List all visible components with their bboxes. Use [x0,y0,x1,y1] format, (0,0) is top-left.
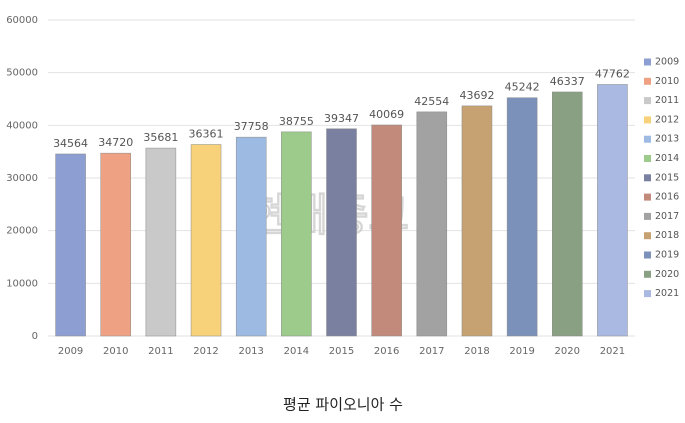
y-tick-label: 40000 [6,120,38,131]
bar [597,84,628,337]
data-label: 40069 [369,108,404,121]
bar [326,128,357,337]
data-label: 43692 [459,89,494,102]
legend-swatch [644,77,651,85]
bar [281,131,312,337]
y-tick-label: 0 [32,331,38,342]
legend-swatch [644,251,651,259]
legend-swatch [644,58,651,66]
legend-swatch [644,135,651,143]
data-label: 37758 [234,120,269,133]
legend-swatch [644,155,651,162]
legend-label: 2018 [655,230,679,241]
data-label: 45242 [505,81,540,94]
x-tick-label: 2013 [238,346,263,357]
bar [100,152,131,337]
legend-swatch [644,97,651,105]
legend-swatch [644,232,651,240]
legend-swatch [644,270,651,278]
legend-label: 2016 [655,192,679,203]
bar [506,97,538,337]
data-label: 34564 [53,137,88,150]
data-label: 46337 [550,75,585,88]
data-label: 38755 [279,115,314,128]
legend-label: 2020 [655,269,679,280]
legend-label: 2013 [655,134,679,145]
bar [145,147,177,337]
bar [235,136,267,337]
data-label: 42554 [414,95,449,108]
bar [55,153,86,337]
data-label: 39347 [324,112,359,125]
bar [552,91,583,337]
x-tick-label: 2017 [419,346,444,357]
bar [416,111,448,337]
x-tick-label: 2019 [509,346,534,357]
legend-label: 2021 [655,288,679,299]
legend-swatch [644,116,651,124]
legend-swatch [644,174,651,182]
chart-title: 평균 파이오니아 수 [283,396,403,414]
bar [461,105,493,337]
legend-label: 2014 [655,153,679,164]
legend-label: 2017 [655,211,679,222]
y-tick-label: 10000 [6,278,38,289]
x-tick-label: 2014 [284,346,309,357]
bar [371,124,402,337]
data-label: 34720 [98,136,133,149]
x-tick-label: 2016 [374,346,399,357]
x-tick-label: 2021 [600,346,625,357]
legend-label: 2010 [655,76,679,87]
legend-label: 2011 [655,95,679,106]
legend-swatch [644,212,651,220]
x-tick-label: 2015 [329,346,354,357]
data-label: 36361 [189,127,224,140]
x-tick-label: 2012 [193,346,218,357]
bar [190,144,222,337]
legend-label: 2019 [655,250,679,261]
y-tick-label: 30000 [6,173,38,184]
data-label: 47762 [595,67,630,80]
data-label: 35681 [143,131,178,144]
legend-swatch [644,290,651,298]
y-tick-label: 50000 [6,68,38,79]
x-tick-label: 2018 [464,346,489,357]
legend-swatch [644,193,651,201]
x-tick-label: 2009 [58,346,83,357]
legend-label: 2012 [655,114,679,125]
y-tick-label: 60000 [6,15,38,26]
x-tick-label: 2010 [103,346,128,357]
x-tick-label: 2011 [148,346,173,357]
legend-label: 2009 [655,57,679,68]
legend-label: 2015 [655,172,679,183]
x-tick-label: 2020 [555,346,580,357]
y-tick-label: 20000 [6,226,38,237]
